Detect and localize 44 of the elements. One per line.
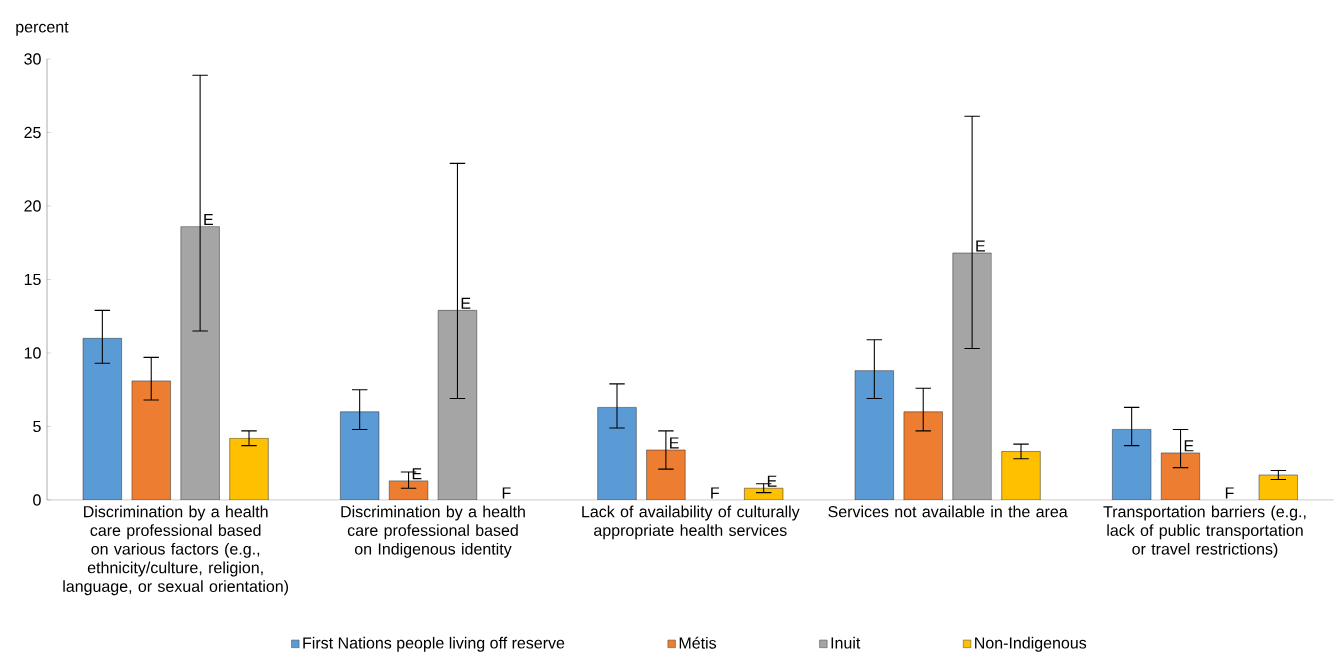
- legend-label: Métis: [679, 636, 717, 649]
- bar: [646, 449, 686, 500]
- bar: [854, 370, 894, 500]
- data-label: E: [461, 297, 471, 309]
- bar: [229, 437, 269, 500]
- bar: [952, 252, 992, 500]
- legend-label: Non-Indigenous: [975, 636, 1087, 652]
- bar: [1160, 452, 1201, 500]
- x-tick-label: Transportation barriers (e.g., lack of public transportation or travel restrictions): [1103, 505, 1306, 558]
- bar: [1258, 474, 1298, 500]
- bar: [744, 487, 784, 500]
- y-tick-label: 30: [24, 53, 41, 65]
- text: F: [711, 487, 720, 499]
- bar: [82, 338, 122, 500]
- bar: [597, 407, 637, 500]
- y-axis-title: percent: [16, 22, 69, 36]
- y-tick-label: 5: [33, 420, 41, 433]
- bar: [340, 411, 380, 500]
- text: F: [502, 487, 511, 499]
- data-label: E: [976, 240, 985, 252]
- bar: [180, 226, 220, 500]
- data-label: E: [767, 475, 777, 487]
- data-label: E: [204, 213, 213, 225]
- data-label: E: [670, 437, 679, 449]
- bar: [388, 480, 429, 500]
- x-tick-label: Lack of availability of culturally appropriate health services: [582, 505, 800, 540]
- data-label: E: [1184, 440, 1194, 452]
- y-tick-label: 20: [24, 200, 41, 212]
- text: F: [1225, 487, 1234, 499]
- bar: [1112, 429, 1152, 500]
- y-tick-label: 15: [24, 273, 41, 286]
- x-tick-label: Discrimination by a health care professional based on various factors (e.g., ethnicity/culture, religion, language, or sexual orientation): [63, 505, 289, 596]
- x-tick-label: Discrimination by a health care professional based on Indigenous identity: [341, 505, 525, 558]
- bar: [1001, 451, 1041, 500]
- y-tick-label: 10: [24, 347, 41, 359]
- bar: [903, 411, 943, 500]
- data-label: E: [412, 468, 422, 480]
- y-tick-label: 25: [24, 126, 41, 139]
- x-tick-label: Services not available in the area: [828, 505, 1068, 518]
- legend-label: First Nations people living off reserve: [303, 636, 565, 652]
- bar: [437, 310, 478, 500]
- y-tick-label: 0: [33, 494, 41, 506]
- bar: [131, 380, 171, 500]
- legend-label: Inuit: [831, 636, 861, 649]
